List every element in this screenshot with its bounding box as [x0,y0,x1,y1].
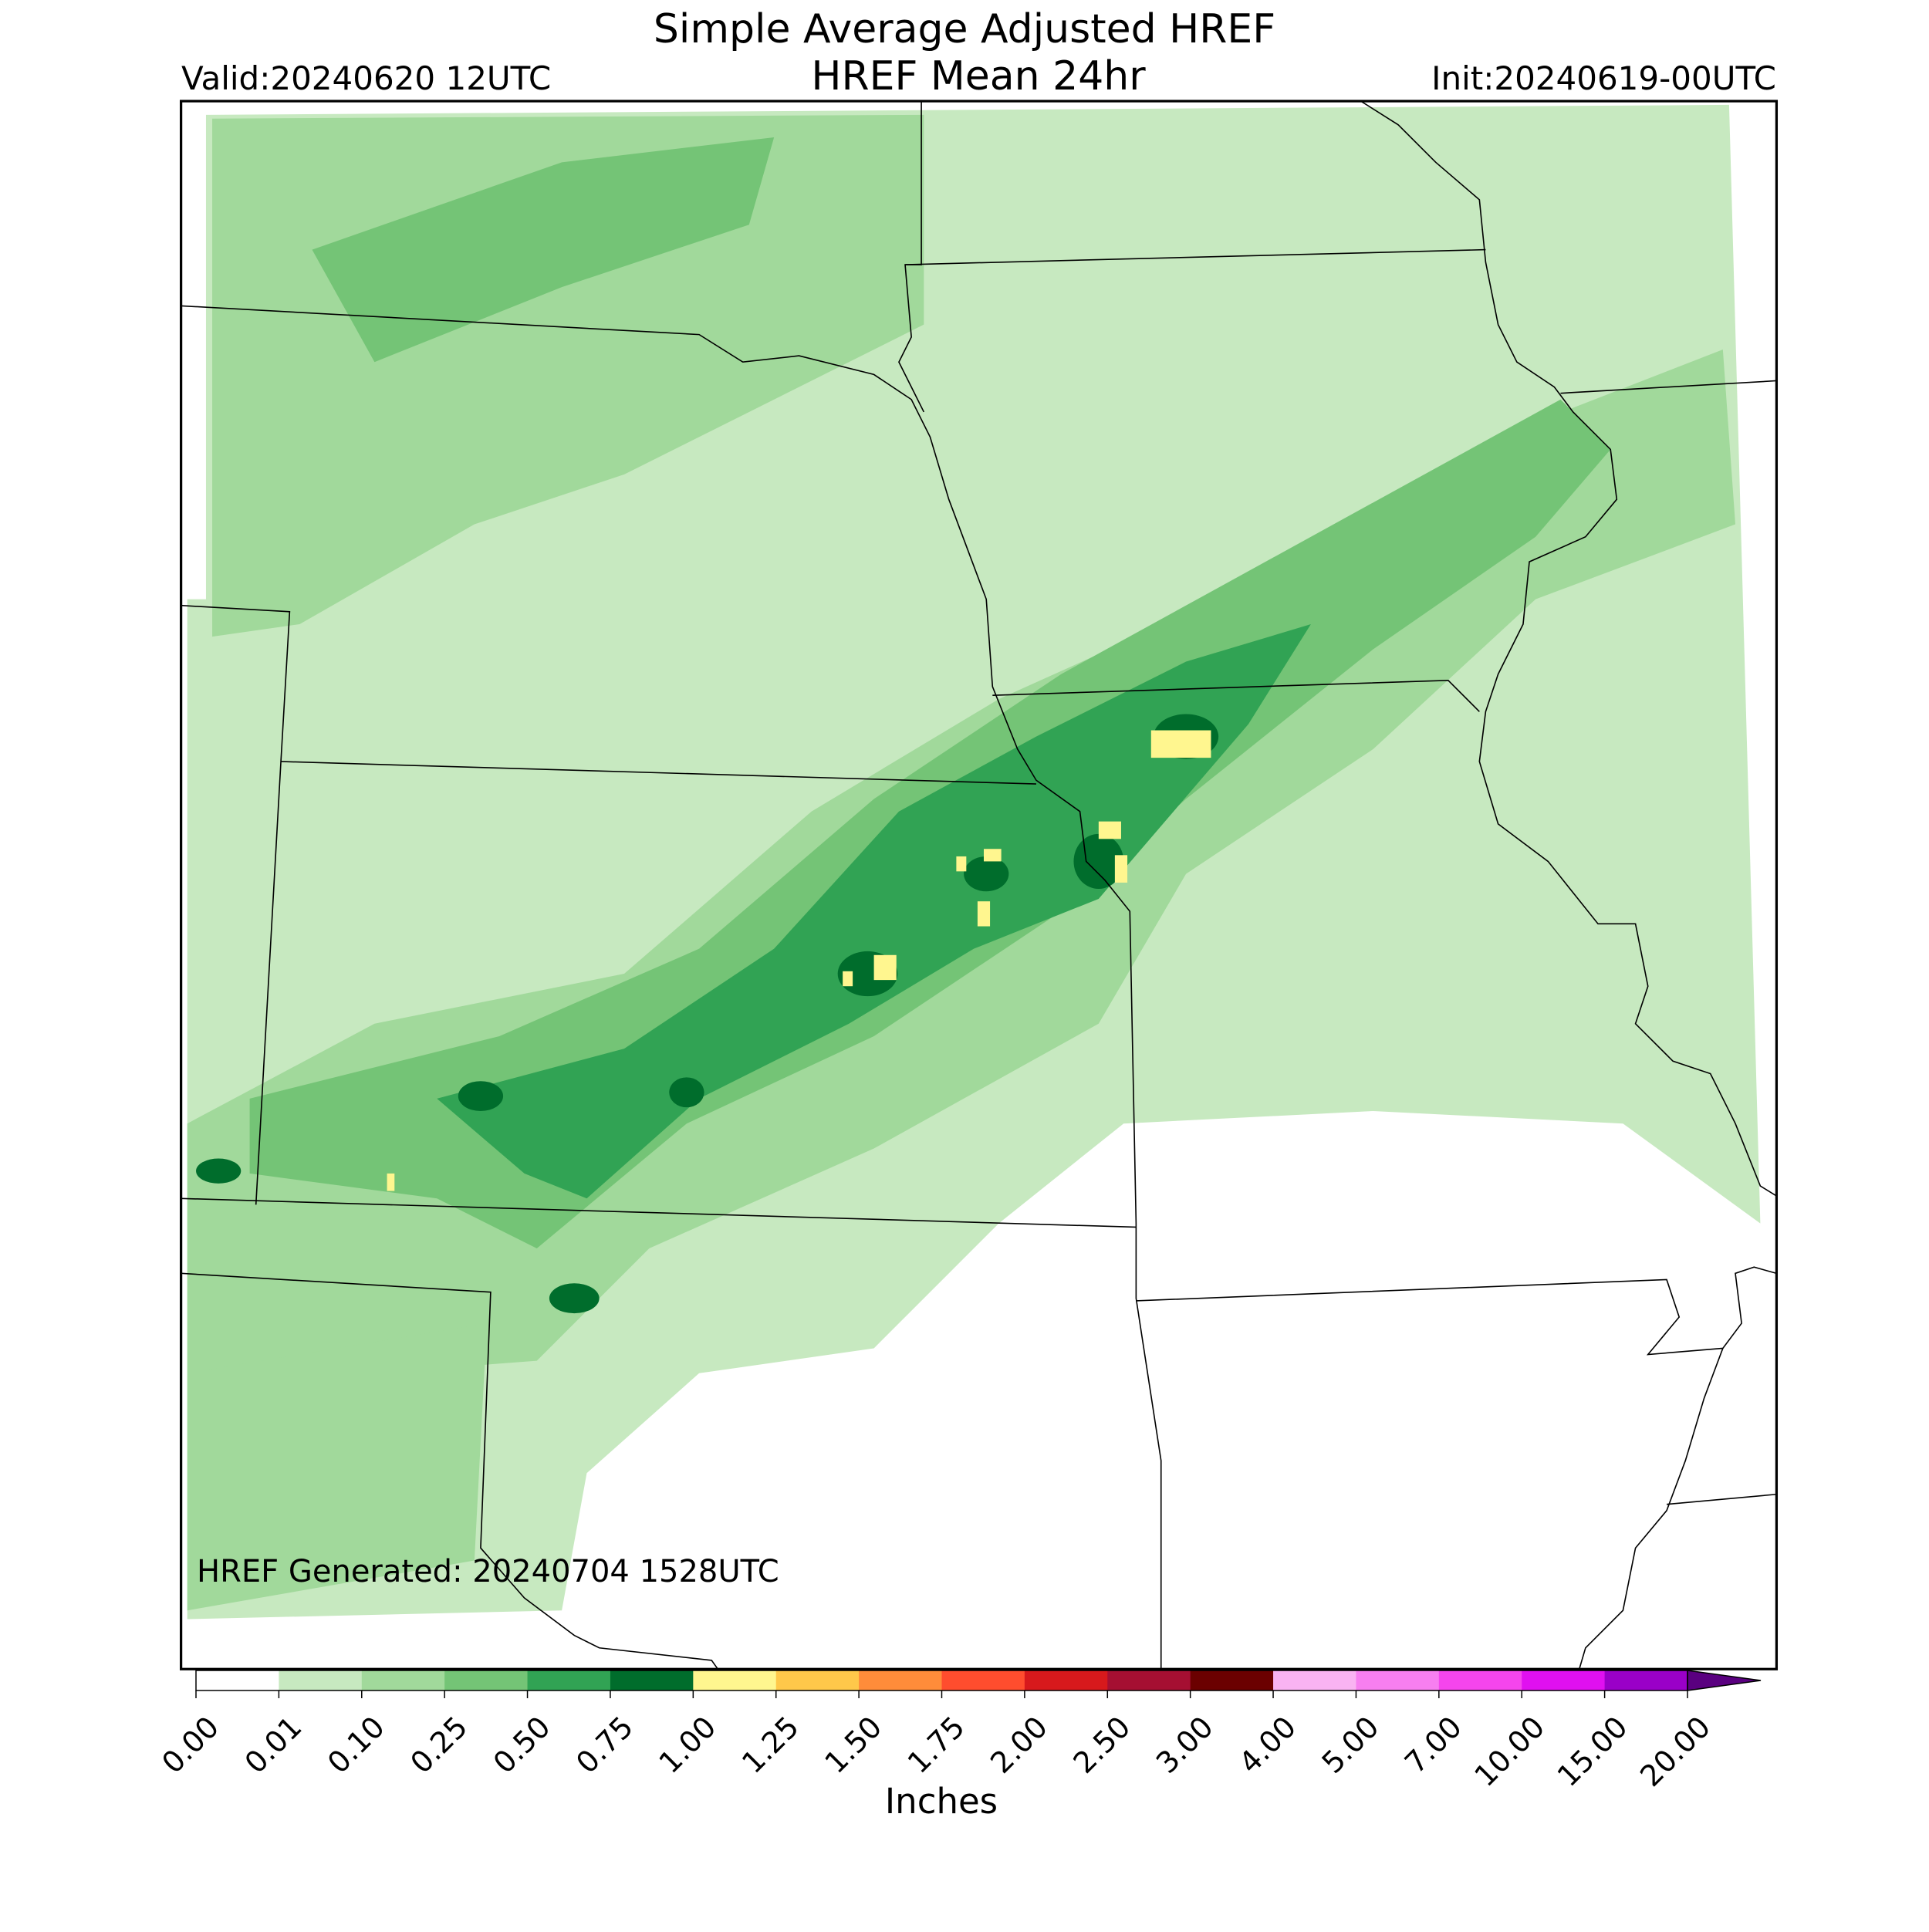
colorbar-tick-label: 0.10 [321,1710,391,1780]
colorbar-extend [1687,1670,1762,1691]
colorbar-bin [1190,1670,1274,1690]
colorbar-bin [444,1670,529,1690]
colorbar-bin [1024,1670,1108,1690]
colorbar-bin [610,1670,694,1690]
colorbar-tick-label: 5.00 [1316,1710,1386,1780]
colorbar-tick-label: 0.00 [155,1710,225,1780]
map-frame [179,100,1779,1670]
generated-time: HREF Generated: 20240704 1528UTC [197,1554,779,1589]
colorbar-bin [279,1670,363,1690]
colorbar-bin [1273,1670,1356,1690]
colorbar-bin [859,1670,942,1690]
colorbar-tick-label: 1.50 [818,1710,888,1780]
colorbar-tick-label: 4.00 [1232,1710,1302,1780]
colorbar-tick-label: 15.00 [1551,1710,1634,1793]
colorbar-bin [196,1670,279,1690]
colorbar-bin [527,1670,611,1690]
colorbar-tick-label: 1.25 [735,1710,806,1780]
title-line-1: Simple Average Adjusted HREF [654,6,1275,52]
colorbar-tick-label: 3.00 [1150,1710,1220,1780]
valid-time: Valid:20240620 12UTC [181,59,551,97]
colorbar-label: Inches [885,1781,998,1822]
colorbar-bin [1356,1670,1440,1690]
colorbar-tick-label: 10.00 [1468,1710,1551,1793]
colorbar-tick-label: 1.00 [653,1710,723,1780]
colorbar-bin [1522,1670,1606,1690]
colorbar-bin [693,1670,777,1690]
colorbar-tick-label: 7.00 [1398,1710,1468,1780]
colorbar-bin [775,1670,860,1690]
colorbar-tick-label: 2.50 [1067,1710,1137,1780]
colorbar-tick-label: 0.25 [404,1710,474,1780]
colorbar-tick-label: 1.75 [901,1710,971,1780]
init-time: Init:20240619-00UTC [1431,59,1776,97]
colorbar-tick-label: 0.50 [487,1710,557,1780]
precip-field [187,104,1761,1620]
colorbar-bin [361,1670,445,1690]
colorbar-tick-label: 0.75 [569,1710,640,1780]
colorbar-bin [1438,1670,1522,1690]
state-borders [181,100,1777,1670]
map [179,100,1779,1670]
colorbar-tick-label: 0.01 [238,1710,309,1780]
colorbar-bin [1604,1670,1688,1690]
colorbar: 0.00 0.01 0.10 0.25 0.50 0.75 1.00 1.25 1.50 1.75… [155,1670,1762,1793]
colorbar-tick-label: 20.00 [1633,1710,1717,1793]
colorbar-tick-label: 2.00 [984,1710,1054,1780]
colorbar-bin [1107,1670,1191,1690]
colorbar-bin [941,1670,1025,1690]
title-line-2: HREF Mean 24hr [811,53,1146,100]
